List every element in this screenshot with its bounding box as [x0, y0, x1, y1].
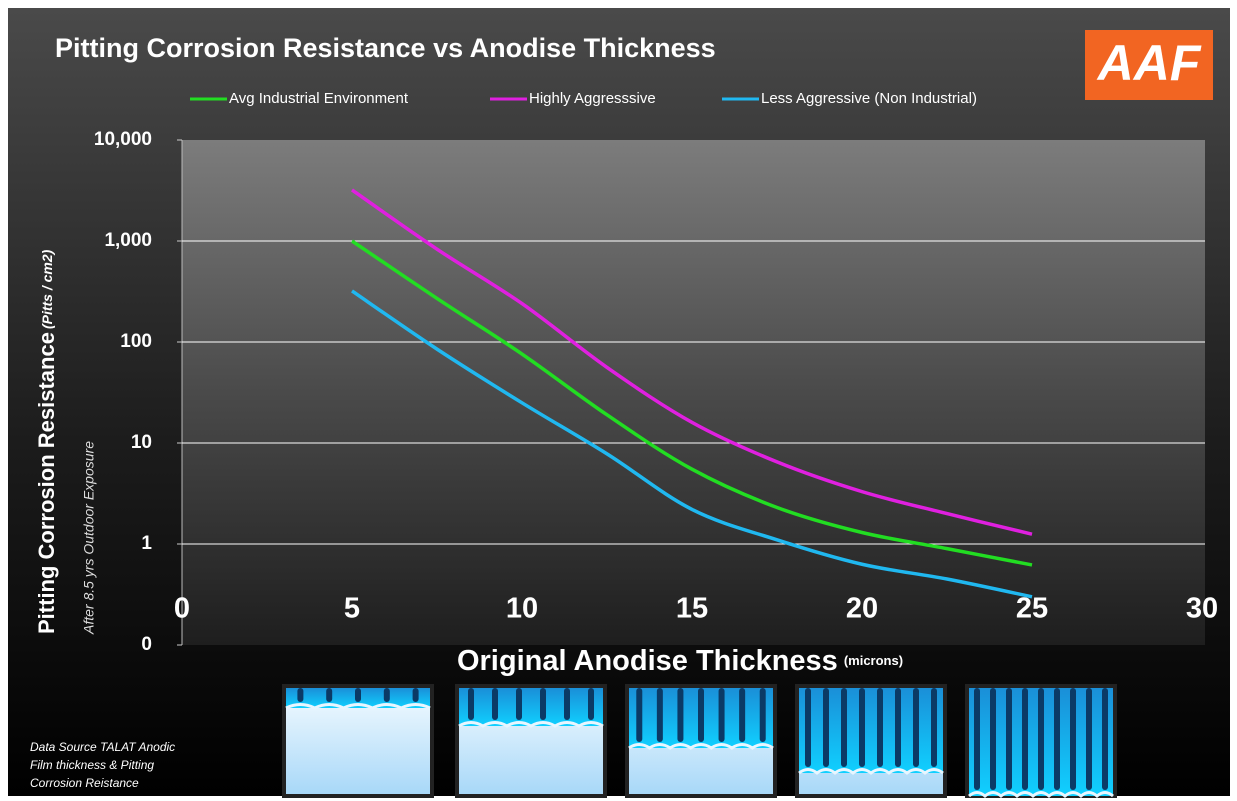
x-tick-label: 10	[506, 593, 538, 625]
panel-pore	[1070, 688, 1076, 790]
panel-pore	[823, 688, 829, 767]
panel-pore	[588, 688, 594, 720]
panel-pore	[895, 688, 901, 767]
panel-pore	[739, 688, 746, 742]
panel-oxide	[459, 688, 603, 726]
panel-pore	[1102, 688, 1108, 790]
logo-box	[1085, 30, 1213, 100]
panel-pore	[1022, 688, 1028, 790]
x-axis-label: Original Anodise Thickness (microns)	[457, 645, 903, 677]
panel-pore	[718, 688, 725, 742]
panel-pore	[1054, 688, 1060, 790]
panel-pore	[859, 688, 865, 767]
panel-pore	[355, 688, 361, 702]
y-label-text: Pitting Corrosion Resistance	[34, 332, 59, 634]
panel-pore	[698, 688, 704, 742]
panel-interface	[968, 791, 1114, 798]
legend-label: Less Aggressive (Non Industrial)	[761, 90, 977, 107]
source-note: Data Source TALAT Anodic	[30, 740, 175, 754]
panel-pore	[564, 688, 570, 720]
panel-pore	[297, 688, 304, 702]
y-tick-label: 10,000	[94, 129, 152, 150]
x-tick-label: 25	[1016, 593, 1048, 625]
panel-pore	[1038, 688, 1044, 790]
x-tick-label: 15	[676, 593, 708, 625]
y-tick-label: 10	[131, 432, 152, 453]
panel-pore	[841, 688, 847, 767]
x-label-text: Original Anodise Thickness	[457, 645, 838, 677]
panel-pore	[931, 688, 937, 767]
panel-pore	[383, 688, 390, 702]
panel-interface	[458, 721, 604, 728]
panel-interface	[798, 768, 944, 775]
anodise-illustrations	[282, 684, 1117, 798]
panel-pore	[1086, 688, 1092, 790]
panel-pore	[636, 688, 643, 742]
panel-pore	[1006, 688, 1012, 790]
panel-pore	[516, 688, 522, 720]
panel-pore	[656, 688, 663, 742]
panel-pore	[877, 688, 883, 767]
source-note: Film thickness & Pitting	[30, 758, 154, 772]
logo: AAF	[1096, 35, 1202, 91]
y-tick-label: 100	[120, 331, 152, 352]
panel-pore	[468, 688, 474, 720]
y-axis-label: Pitting Corrosion Resistance (Pitts / cm2…	[34, 249, 59, 634]
data-line	[350, 188, 1033, 536]
panel-pore	[974, 688, 980, 790]
panel-interface	[628, 743, 774, 750]
panel-pore	[412, 688, 419, 702]
panel-pore	[759, 688, 766, 742]
panel-pore	[677, 688, 684, 742]
panel-pore	[805, 688, 811, 767]
y-label-unit: (Pitts / cm2)	[39, 249, 55, 329]
legend-label: Avg Industrial Environment	[229, 90, 409, 107]
x-label-unit: (microns)	[844, 653, 903, 668]
plot-area	[182, 140, 1205, 645]
y-tick-label: 1,000	[104, 230, 152, 251]
data-line	[351, 289, 1033, 599]
panel-pore	[326, 688, 333, 702]
x-tick-label: 20	[846, 593, 878, 625]
x-tick-label: 5	[344, 593, 360, 625]
legend-label: Highly Aggresssive	[529, 90, 656, 107]
y-tick-label: 0	[141, 634, 152, 655]
panel-interface	[285, 703, 431, 710]
panel-pore	[492, 688, 498, 720]
panel-pore	[913, 688, 919, 767]
chart-title: Pitting Corrosion Resistance vs Anodise …	[55, 33, 716, 63]
data-line	[351, 239, 1033, 567]
y-tick-label: 1	[141, 533, 152, 554]
panel-oxide	[799, 688, 943, 773]
x-tick-label: 0	[174, 593, 190, 625]
subtitle: After 8.5 yrs Outdoor Exposure	[81, 441, 97, 635]
source-note: Corrosion Reistance	[30, 776, 139, 790]
panel-pore	[540, 688, 546, 720]
x-tick-label: 30	[1186, 593, 1218, 625]
panel-pore	[990, 688, 996, 790]
